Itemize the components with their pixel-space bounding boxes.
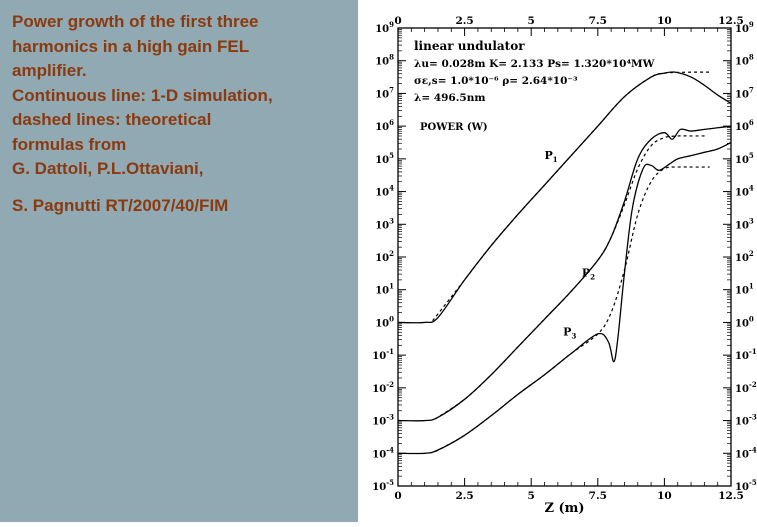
series-labels: P1 P2 P3 xyxy=(545,149,596,341)
series-label-3: P3 xyxy=(563,326,576,341)
y-tick-label-right: 10-5 xyxy=(735,478,757,493)
series-line-6 xyxy=(435,166,710,453)
y-tick-label-left: 102 xyxy=(375,249,394,264)
caption-line-3: amplifier. xyxy=(12,61,87,80)
annotation-params-1: λu= 0.028m K= 2.133 Ps= 1.320*10⁴MW xyxy=(414,58,655,70)
y-tick-label-right: 102 xyxy=(735,249,754,264)
x-tick-label-top: 10 xyxy=(657,15,672,27)
x-tick-label-top: 7.5 xyxy=(589,15,607,27)
x-tick-label-top: 0 xyxy=(394,15,401,27)
y-tick-label-left: 105 xyxy=(375,151,394,166)
caption-line-2: harmonics in a high gain FEL xyxy=(12,36,250,56)
y-tick-label-right: 10-4 xyxy=(735,445,757,460)
x-tick-label-top: 12.5 xyxy=(718,15,744,27)
y-tick-label-right: 103 xyxy=(735,216,754,231)
y-tick-label-right: 105 xyxy=(735,151,754,166)
y-tick-label-right: 101 xyxy=(735,282,754,297)
series-line-1 xyxy=(397,71,732,324)
series-label-1: P1 xyxy=(545,149,558,164)
y-tick-label-right: 107 xyxy=(735,85,754,100)
series-label-2: P2 xyxy=(582,267,595,282)
caption-line-6: formulas from xyxy=(12,134,127,154)
y-tick-label-left: 106 xyxy=(375,118,394,133)
caption-text: Power growth of the first three harmonic… xyxy=(12,10,348,218)
caption-line-8: S. Pagnutti RT/2007/40/FIM xyxy=(12,195,229,215)
x-tick-label-top: 5 xyxy=(528,15,535,27)
x-tick-label-bottom: 10 xyxy=(657,490,672,502)
x-tick-label-bottom: 5 xyxy=(528,490,535,502)
y-tick-label-left: 100 xyxy=(375,314,394,329)
series-line-2 xyxy=(432,71,710,322)
x-tick-label-top: 2.5 xyxy=(455,15,473,27)
y-tick-label-left: 10-2 xyxy=(372,380,394,395)
caption-line-1: Power growth of the first three xyxy=(12,12,259,31)
y-tick-label-left: 103 xyxy=(375,216,394,231)
caption-panel: Power growth of the first three harmonic… xyxy=(0,0,358,522)
series-line-5 xyxy=(397,141,732,455)
y-tick-label-left: 10-3 xyxy=(372,413,394,428)
x-tick-label-bottom: 0 xyxy=(394,490,401,502)
caption-line-5: dashed lines: theoretical xyxy=(12,110,212,129)
y-tick-label-right: 106 xyxy=(735,118,754,133)
annotation-params-2: σε,s= 1.0*10⁻⁶ ρ= 2.64*10⁻³ xyxy=(414,75,578,87)
annotations: linear undulator λu= 0.028m K= 2.133 Ps=… xyxy=(414,39,655,133)
y-tick-label-right: 109 xyxy=(735,20,754,35)
x-tick-label-bottom: 2.5 xyxy=(455,490,473,502)
caption-line-7: G. Dattoli, P.L.Ottaviani, xyxy=(12,159,204,178)
y-tick-label-right: 108 xyxy=(735,53,754,68)
y-tick-label-right: 10-2 xyxy=(735,380,757,395)
y-tick-label-left: 108 xyxy=(375,53,394,68)
y-tick-label-left: 10-4 xyxy=(372,445,394,460)
series-line-4 xyxy=(434,135,708,420)
y-tick-label-left: 109 xyxy=(375,20,394,35)
series-lines xyxy=(397,71,732,455)
x-tick-label-bottom: 12.5 xyxy=(718,490,744,502)
series-line-3 xyxy=(397,125,732,422)
y-tick-label-left: 10-1 xyxy=(372,347,394,362)
y-tick-label-right: 104 xyxy=(735,184,754,199)
axis-ticks xyxy=(397,27,732,487)
y-tick-label-right: 10-1 xyxy=(735,347,757,362)
annotation-wavelength: λ= 496.5nm xyxy=(414,92,485,104)
y-tick-label-left: 104 xyxy=(375,184,394,199)
y-tick-label-right: 100 xyxy=(735,314,754,329)
y-tick-label-left: 101 xyxy=(375,282,394,297)
caption-line-4: Continuous line: 1-D simulation, xyxy=(12,85,273,105)
y-tick-label-left: 107 xyxy=(375,85,394,100)
x-axis-label: Z (m) xyxy=(544,501,584,516)
chart-area: 0 0 2.5 2.5 5 5 7.5 7.5 10 10 12.5 12.5 109 109 108 108… xyxy=(358,0,757,522)
x-tick-label-bottom: 7.5 xyxy=(589,490,607,502)
y-tick-label-left: 10-5 xyxy=(372,478,394,493)
y-tick-label-right: 10-3 xyxy=(735,413,757,428)
annotation-undulator: linear undulator xyxy=(414,39,525,53)
annotation-power-label: POWER (W) xyxy=(420,122,488,133)
